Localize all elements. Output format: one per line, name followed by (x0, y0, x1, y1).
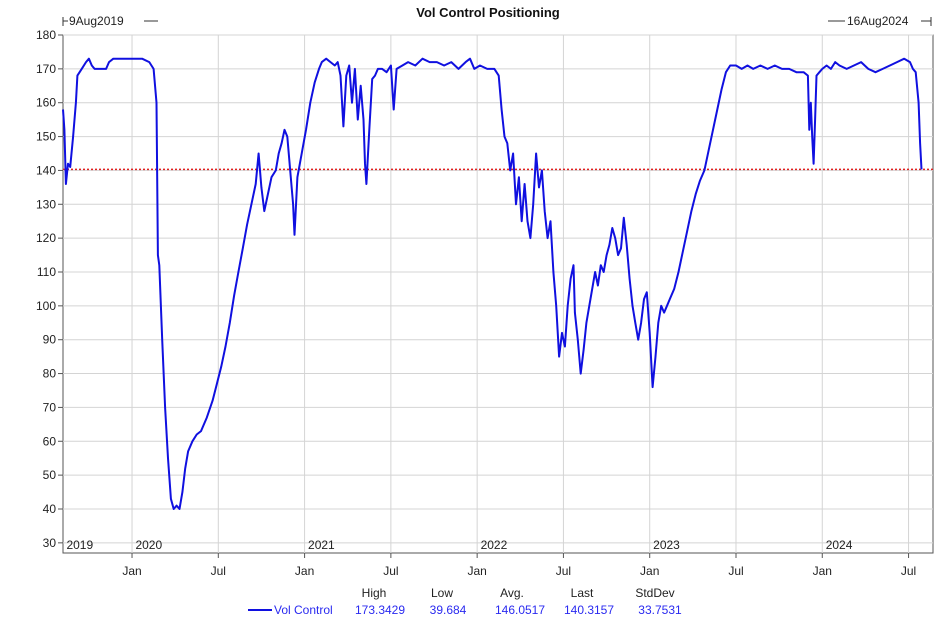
y-tick-label-100: 100 (36, 299, 56, 313)
y-tick-label-180: 180 (36, 28, 56, 42)
end-date-label: 16Aug2024 (847, 14, 909, 28)
y-tick-label-110: 110 (37, 265, 56, 279)
x-tick-label-0: Jan (122, 564, 141, 578)
y-tick-label-60: 60 (43, 434, 57, 448)
stat-header-last: Last (571, 586, 594, 600)
stat-value-low: 39.684 (430, 603, 467, 617)
y-tick-label-120: 120 (36, 231, 56, 245)
y-tick-label-170: 170 (36, 62, 56, 76)
stat-header-stddev: StdDev (635, 586, 674, 600)
stat-header-avg: Avg. (500, 586, 524, 600)
series-layer (62, 57, 923, 510)
year-label-2023: 2023 (653, 538, 680, 552)
y-tick-label-140: 140 (36, 163, 56, 177)
x-tick-label-8: Jan (813, 564, 832, 578)
x-tick-label-3: Jul (383, 564, 398, 578)
stat-header-low: Low (431, 586, 453, 600)
x-tick-label-5: Jul (556, 564, 571, 578)
y-tick-label-80: 80 (43, 367, 57, 381)
x-tick-label-2: Jan (295, 564, 314, 578)
y-tick-label-40: 40 (43, 502, 57, 516)
x-tick-label-7: Jul (728, 564, 743, 578)
stat-header-high: High (362, 586, 387, 600)
axis-layer: 30 40 50 60 70 80 90 100 110 120 130 140 150 160 170 18… (36, 28, 916, 578)
stat-value-last: 140.3157 (564, 603, 614, 617)
y-tick-label-30: 30 (43, 536, 57, 550)
x-tick-label-4: Jan (467, 564, 486, 578)
stats-block: High Low Avg. Last StdDev Vol Control 17… (248, 586, 682, 617)
series-line-0 (62, 57, 923, 510)
y-tick-label-150: 150 (36, 130, 56, 144)
y-tick-label-70: 70 (43, 400, 57, 414)
x-tick-label-1: Jul (211, 564, 226, 578)
y-tick-label-50: 50 (43, 468, 57, 482)
year-label-2020: 2020 (135, 538, 162, 552)
y-tick-label-130: 130 (36, 197, 56, 211)
x-tick-label-9: Jul (901, 564, 916, 578)
chart-title: Vol Control Positioning (416, 5, 560, 20)
date-range-layer: 9Aug2019 16Aug2024 (62, 14, 932, 28)
stat-value-stddev: 33.7531 (638, 603, 682, 617)
grid-layer (62, 34, 934, 554)
x-tick-label-6: Jan (640, 564, 659, 578)
y-tick-label-160: 160 (36, 96, 56, 110)
plot-frame (62, 34, 934, 554)
year-label-2024: 2024 (826, 538, 853, 552)
year-label-2021: 2021 (308, 538, 335, 552)
start-date-label: 9Aug2019 (69, 14, 124, 28)
stat-value-avg: 146.0517 (495, 603, 545, 617)
year-label-2019: 2019 (66, 538, 93, 552)
year-label-2022: 2022 (481, 538, 508, 552)
y-tick-label-90: 90 (43, 333, 57, 347)
legend-series-label: Vol Control (274, 603, 333, 617)
stat-value-high: 173.3429 (355, 603, 405, 617)
